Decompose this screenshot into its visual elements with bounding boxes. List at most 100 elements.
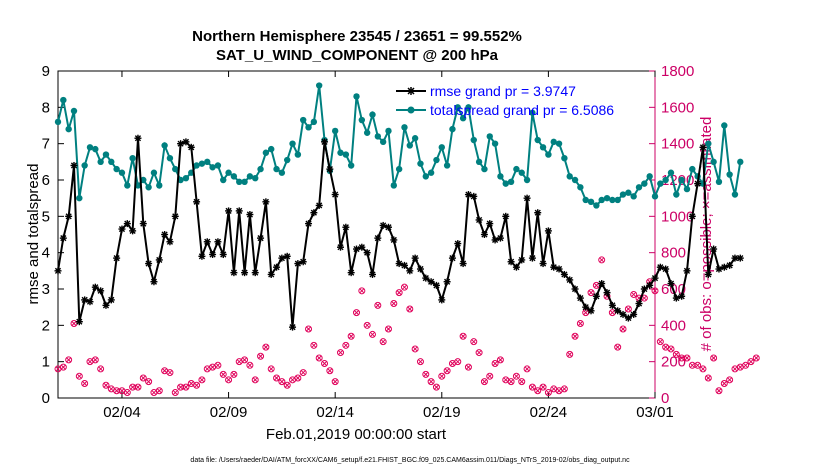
- obs-possible-point: [139, 374, 147, 382]
- obs-assimilated-point: [375, 302, 381, 308]
- totalspread-point: [459, 115, 467, 122]
- obs-assimilated-point: [562, 386, 567, 392]
- rmse-point: [720, 263, 728, 271]
- rmse-point: [566, 276, 574, 284]
- obs-assimilated-point: [210, 364, 215, 370]
- obs-assimilated-point: [466, 364, 471, 370]
- rmse-point: [145, 260, 153, 268]
- obs-possible-point: [470, 338, 478, 346]
- rmse-point: [326, 165, 334, 173]
- obs-assimilated-point: [732, 366, 738, 372]
- totalspread-point: [374, 133, 382, 140]
- obs-possible-point: [752, 354, 760, 362]
- rmse-point: [646, 281, 654, 289]
- totalspread-point: [577, 184, 584, 191]
- totalspread-point: [646, 173, 653, 180]
- totalspread-point: [284, 156, 291, 164]
- obs-assimilated-point: [705, 375, 711, 381]
- totalspread-point: [582, 196, 589, 204]
- obs-assimilated-point: [652, 288, 658, 294]
- totalspread-point: [427, 169, 435, 176]
- rmse-point: [123, 220, 131, 228]
- obs-possible-point: [198, 376, 206, 384]
- obs-possible-point: [651, 287, 659, 295]
- totalspread-point: [689, 165, 696, 173]
- rmse-point: [715, 265, 723, 273]
- totalspread-point: [294, 151, 302, 158]
- obs-possible-point: [75, 372, 83, 380]
- totalspread-point: [76, 194, 83, 202]
- obs-possible-point: [326, 367, 334, 375]
- obs-assimilated-point: [87, 359, 93, 365]
- obs-possible-point: [65, 356, 73, 364]
- totalspread-point: [422, 173, 429, 180]
- rmse-point: [555, 265, 563, 273]
- obs-possible-point: [278, 378, 286, 386]
- obs-assimilated-point: [657, 339, 663, 345]
- rmse-point: [235, 207, 243, 215]
- rmse-point: [624, 314, 632, 322]
- totalspread-point: [454, 104, 461, 111]
- obs-possible-point: [454, 358, 462, 366]
- rmse-point: [353, 245, 360, 253]
- obs-assimilated-point: [327, 368, 333, 374]
- rmse-point: [257, 234, 265, 242]
- obs-possible-point: [347, 332, 355, 340]
- rmse-point: [384, 223, 392, 231]
- totalspread-point: [726, 171, 733, 178]
- obs-assimilated-point: [412, 346, 418, 352]
- totalspread-point: [97, 158, 104, 166]
- obs-assimilated-point: [519, 379, 525, 385]
- obs-assimilated-point: [252, 377, 258, 383]
- totalspread-point: [401, 124, 408, 131]
- obs-assimilated-point: [599, 257, 605, 263]
- totalspread-point: [651, 193, 659, 200]
- obs-assimilated-point: [343, 342, 349, 348]
- totalspread-series: [54, 82, 744, 209]
- rmse-point: [672, 294, 680, 302]
- obs-assimilated-point: [76, 373, 82, 379]
- y-right-tick-label: 200: [661, 354, 686, 371]
- obs-assimilated-point: [487, 373, 493, 379]
- obs-assimilated-point: [242, 357, 247, 363]
- rmse-point: [289, 323, 297, 331]
- totalspread-point: [731, 191, 739, 198]
- obs-possible-point: [678, 354, 686, 362]
- legend-rmse-marker: [407, 87, 415, 95]
- rmse-point: [113, 254, 121, 262]
- obs-possible-point: [688, 361, 696, 369]
- obs-assimilated-point: [679, 355, 685, 361]
- obs-possible-point: [624, 305, 632, 313]
- obs-assimilated-point: [226, 377, 231, 383]
- obs-assimilated-point: [380, 339, 386, 345]
- obs-assimilated-point: [274, 375, 279, 381]
- obs-possible-point: [411, 345, 419, 353]
- totalspread-point: [156, 182, 163, 189]
- obs-assimilated-point: [279, 379, 285, 385]
- rmse-point: [736, 254, 744, 262]
- totalspread-point: [667, 169, 675, 176]
- obs-possible-point: [619, 325, 627, 333]
- obs-assimilated-point: [588, 290, 594, 295]
- rmse-point: [480, 231, 488, 238]
- rmse-series: [54, 134, 744, 331]
- rmse-point: [150, 278, 158, 286]
- totalspread-point: [102, 151, 110, 158]
- obs-assimilated-point: [60, 364, 66, 370]
- rmse-point: [464, 191, 472, 199]
- obs-possible-point: [518, 378, 526, 386]
- obs-possible-point: [464, 363, 472, 371]
- totalspread-point: [278, 169, 286, 176]
- obs-assimilated-point: [668, 346, 674, 352]
- rmse-point: [363, 249, 371, 257]
- obs-assimilated-point: [119, 388, 125, 394]
- totalspread-point: [70, 107, 78, 115]
- totalspread-point: [561, 155, 568, 162]
- y-tick-label: 3: [42, 281, 50, 298]
- obs-possible-point: [699, 365, 707, 373]
- obs-possible-point: [480, 378, 488, 386]
- obs-possible-point: [374, 301, 382, 309]
- obs-possible-point: [134, 383, 142, 391]
- rmse-point: [347, 269, 355, 277]
- totalspread-point: [571, 176, 579, 184]
